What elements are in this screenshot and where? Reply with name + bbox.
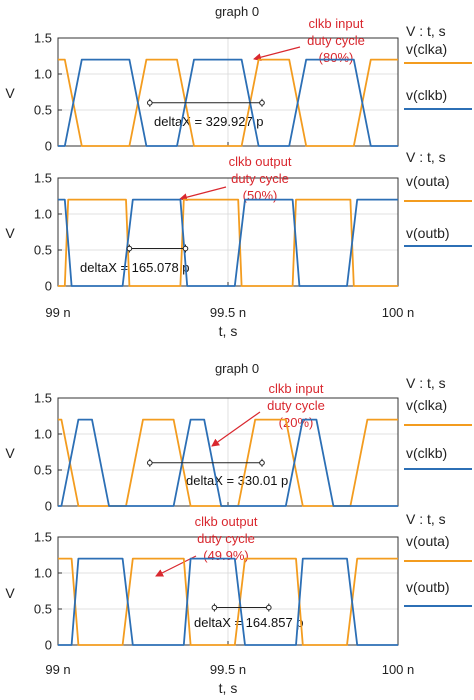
figure-1-bottom-panel: V V : t, s v(outa) v(outb) clkb output d…	[5, 149, 472, 339]
deltax-marker	[147, 100, 153, 106]
series-line-voutb	[58, 198, 398, 287]
annotation-arrow	[179, 186, 227, 202]
deltax-label: deltaX = 165.078 p	[80, 260, 190, 275]
y-tick-label: 1.0	[34, 67, 52, 82]
x-axis-label: t, s	[219, 323, 238, 339]
deltax-marker	[147, 460, 153, 466]
deltax-marker	[259, 100, 265, 106]
legend-label-series-b: v(outb)	[406, 579, 450, 595]
figure-2-bottom-panel: V V : t, s v(outa) v(outb) clkb output d…	[5, 511, 472, 696]
figure-1-top-panel: V V : t, s v(clka) v(clkb) clkb input du…	[5, 16, 472, 154]
figure-1: graph 0 V V : t, s v(clka) v(clkb) clkb …	[5, 4, 472, 339]
y-tick-label: 1.0	[34, 427, 52, 442]
deltax-marker	[211, 604, 218, 611]
y-axis-label: V	[5, 585, 15, 601]
x-axis: 99 n 99.5 n 100 n t, s	[45, 305, 414, 339]
legend-label-series-a: v(outa)	[406, 173, 450, 189]
x-tick-label: 100 n	[382, 305, 415, 320]
series-line-vclkb	[58, 418, 398, 507]
annotation-line-1: clkb input	[269, 381, 324, 396]
annotation-line-1: clkb output	[195, 514, 258, 529]
annotation-line-3: (50%)	[243, 188, 278, 203]
legend-label-series-a: v(clka)	[406, 41, 447, 57]
legend-label-series-a: v(clka)	[406, 397, 447, 413]
y-tick-label: 0	[45, 638, 52, 653]
annotation-line-3: (80%)	[319, 50, 354, 65]
y-tick-label: 0	[45, 279, 52, 294]
figure-1-title: graph 0	[215, 4, 259, 19]
series-line-vclkb	[58, 58, 398, 147]
series-line-vouta	[58, 198, 398, 287]
annotation-arrow	[211, 411, 261, 447]
figure-2-top-panel: V V : t, s v(clka) v(clkb) clkb input du…	[5, 375, 472, 514]
series-line-voutb	[58, 557, 398, 646]
legend-label-series-b: v(outb)	[406, 225, 450, 241]
series-line-vouta	[58, 557, 398, 646]
legend-header: V : t, s	[406, 149, 446, 165]
annotation-line-3: (20%)	[279, 415, 314, 430]
deltax-marker	[266, 604, 272, 611]
figure-2-title: graph 0	[215, 361, 259, 376]
annotation-line-3: (49.9%)	[203, 548, 249, 563]
y-tick-label: 1.0	[34, 207, 52, 222]
y-tick-label: 1.5	[34, 530, 52, 545]
y-tick-label: 0.5	[34, 103, 52, 118]
y-tick-label: 1.5	[34, 391, 52, 406]
y-tick-label: 0	[45, 139, 52, 154]
x-tick-label: 99.5 n	[210, 662, 246, 677]
x-tick-label: 99 n	[45, 662, 70, 677]
y-axis-label: V	[5, 445, 15, 461]
figure-2: graph 0 V V : t, s v(clka) v(clkb) clkb …	[5, 361, 472, 696]
x-tick-label: 99 n	[45, 305, 70, 320]
y-tick-label: 1.0	[34, 566, 52, 581]
legend-header: V : t, s	[406, 23, 446, 39]
y-tick-label: 1.5	[34, 171, 52, 186]
x-axis: 99 n 99.5 n 100 n t, s	[45, 662, 414, 696]
annotation-arrow	[155, 555, 197, 577]
annotation-line-2: duty cycle	[231, 171, 289, 186]
annotation-line-1: clkb output	[229, 154, 292, 169]
legend-header: V : t, s	[406, 375, 446, 391]
x-axis-label: t, s	[219, 680, 238, 696]
y-tick-label: 0	[45, 499, 52, 514]
annotation-line-2: duty cycle	[307, 33, 365, 48]
annotation-line-2: duty cycle	[267, 398, 325, 413]
y-tick-label: 0.5	[34, 463, 52, 478]
legend-label-series-a: v(outa)	[406, 533, 450, 549]
y-tick-label: 1.5	[34, 31, 52, 46]
legend-label-series-b: v(clkb)	[406, 87, 447, 103]
y-tick-label: 0.5	[34, 602, 52, 617]
deltax-marker	[259, 460, 265, 466]
legend-label-series-b: v(clkb)	[406, 445, 447, 461]
x-tick-label: 99.5 n	[210, 305, 246, 320]
series-line-vclka	[58, 58, 398, 147]
annotation-arrow	[253, 46, 301, 62]
deltax-marker	[126, 245, 133, 252]
y-axis-label: V	[5, 85, 15, 101]
annotation-line-2: duty cycle	[197, 531, 255, 546]
annotation-line-1: clkb input	[309, 16, 364, 31]
deltax-label: deltaX = 164.857 p	[194, 615, 304, 630]
y-axis-label: V	[5, 225, 15, 241]
y-tick-label: 0.5	[34, 243, 52, 258]
deltax-label: deltaX = 330.01 p	[186, 473, 288, 488]
x-tick-label: 100 n	[382, 662, 415, 677]
legend-header: V : t, s	[406, 511, 446, 527]
deltax-marker	[182, 245, 189, 252]
